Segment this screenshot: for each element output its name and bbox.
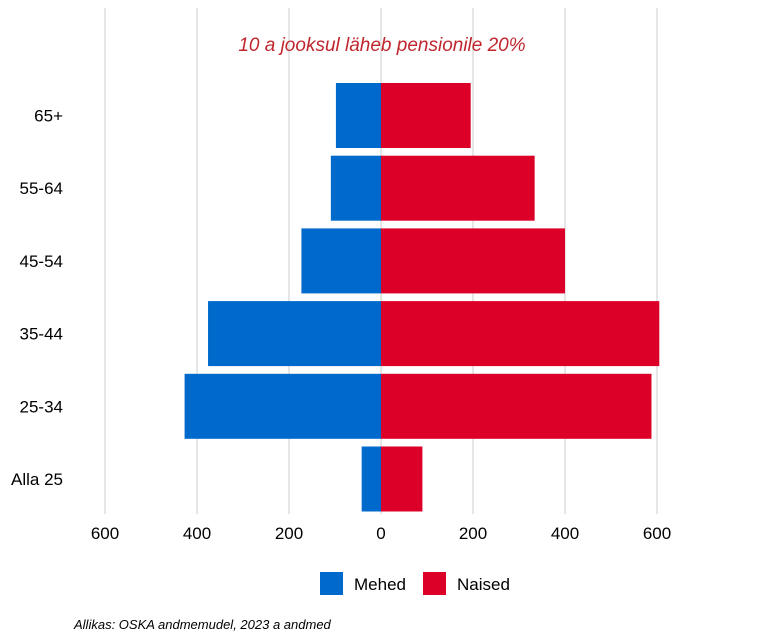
chart-annotation: 10 a jooksul läheb pensionile 20%	[238, 35, 525, 56]
y-tick-label-35-44: 35-44	[20, 325, 63, 344]
y-tick-label-55-64: 55-64	[20, 179, 63, 198]
x-tick-label-3: 0	[376, 524, 385, 543]
bar-naised-55-64	[381, 155, 535, 221]
legend-label-mehed: Mehed	[354, 575, 406, 594]
legend: Mehed Naised	[320, 572, 510, 595]
legend-item-naised: Naised	[423, 572, 510, 595]
legend-swatch-naised	[423, 572, 446, 595]
y-axis-labels: Alla 25 25-34 35-44 45-54 55-64 65+	[11, 107, 63, 490]
x-tick-label-0: 600	[91, 524, 119, 543]
y-tick-label-25-34: 25-34	[20, 397, 63, 416]
legend-swatch-mehed	[320, 572, 343, 595]
x-tick-label-4: 200	[459, 524, 487, 543]
legend-item-mehed: Mehed	[320, 572, 406, 595]
x-tick-label-2: 200	[275, 524, 303, 543]
bar-naised-65	[381, 83, 471, 148]
bar-mehed-65	[335, 83, 381, 148]
bar-mehed-55-64	[330, 155, 381, 221]
y-tick-label-65: 65+	[34, 107, 63, 126]
bars	[184, 83, 660, 512]
bar-mehed-alla-25	[361, 446, 381, 512]
bar-naised-alla-25	[381, 446, 423, 512]
bar-mehed-35-44	[208, 301, 381, 367]
source-note: Allikas: OSKA andmemudel, 2023 a andmed	[74, 617, 331, 632]
bar-naised-45-54	[381, 228, 565, 294]
bar-mehed-25-34	[184, 373, 381, 439]
x-tick-label-5: 400	[551, 524, 579, 543]
y-tick-label-alla-25: Alla 25	[11, 470, 63, 489]
bar-naised-25-34	[381, 373, 652, 439]
x-axis-labels: 600 400 200 0 200 400 600	[91, 524, 671, 543]
x-tick-label-1: 400	[183, 524, 211, 543]
legend-label-naised: Naised	[457, 575, 510, 594]
x-tick-label-6: 600	[643, 524, 671, 543]
bar-mehed-45-54	[301, 228, 381, 294]
bar-naised-35-44	[381, 301, 660, 367]
y-tick-label-45-54: 45-54	[20, 252, 63, 271]
